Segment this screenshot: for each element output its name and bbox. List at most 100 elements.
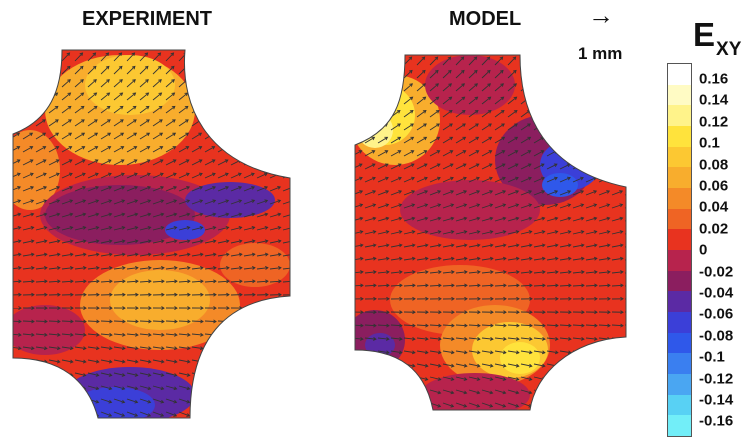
displacement-arrow	[417, 44, 424, 52]
displacement-arrow	[256, 66, 266, 75]
displacement-arrow	[13, 146, 20, 153]
displacement-arrow	[74, 132, 85, 140]
displacement-arrow	[256, 92, 266, 101]
displacement-arrow	[191, 240, 203, 244]
displacement-arrow	[191, 79, 201, 88]
displacement-arrow	[152, 119, 163, 127]
displacement-arrow	[230, 52, 239, 62]
displacement-arrow	[113, 52, 122, 62]
displacement-arrowhead	[225, 225, 230, 230]
displacement-arrow	[61, 359, 73, 363]
displacement-arrow	[243, 320, 256, 323]
displacement-arrow	[152, 173, 164, 179]
displacement-arrow	[13, 346, 21, 349]
displacement-arrowhead	[516, 283, 520, 288]
displacement-arrowhead	[383, 110, 388, 114]
displacement-arrowhead	[633, 244, 636, 247]
displacement-arrow	[585, 271, 597, 274]
displacement-arrowhead	[147, 252, 152, 257]
displacement-arrowhead	[29, 159, 34, 163]
displacement-arrow	[191, 411, 203, 417]
displacement-arrowhead	[68, 119, 72, 123]
displacement-arrowhead	[424, 377, 429, 381]
displacement-arrow	[165, 333, 177, 336]
displacement-arrow	[390, 244, 402, 248]
displacement-arrow	[468, 244, 480, 248]
displacement-arrow	[113, 132, 124, 140]
displacement-arrow	[455, 96, 465, 105]
displacement-arrowhead	[382, 56, 387, 61]
displacement-arrow	[282, 359, 290, 363]
displacement-arrowhead	[605, 163, 610, 167]
displacement-arrow	[230, 199, 242, 205]
displacement-arrow	[139, 119, 150, 127]
displacement-arrowhead	[160, 199, 165, 203]
displacement-arrowhead	[412, 296, 416, 301]
displacement-arrow	[204, 385, 216, 390]
displacement-arrow	[22, 159, 34, 166]
displacement-arrowhead	[620, 283, 624, 288]
displacement-arrow	[61, 240, 73, 244]
colorbar-segment	[668, 229, 691, 250]
displacement-arrow	[494, 337, 506, 340]
displacement-arrow	[559, 177, 571, 183]
displacement-arrowhead	[68, 159, 73, 163]
displacement-arrow	[533, 230, 545, 235]
displacement-arrow	[269, 199, 281, 205]
displacement-arrowhead	[287, 52, 290, 57]
displacement-arrowhead	[118, 40, 121, 43]
displacement-arrowhead	[70, 292, 74, 297]
displacement-arrowhead	[291, 280, 294, 283]
displacement-arrowhead	[424, 256, 429, 261]
displacement-arrowhead	[186, 225, 191, 230]
model-strain-field	[355, 55, 626, 410]
displacement-arrowhead	[476, 203, 481, 208]
displacement-arrowhead	[476, 176, 480, 181]
displacement-arrow	[598, 244, 610, 248]
displacement-arrowhead	[488, 163, 493, 167]
displacement-arrowhead	[43, 185, 48, 190]
displacement-arrowhead	[249, 105, 254, 110]
displacement-arrowhead	[28, 105, 33, 110]
displacement-arrowhead	[30, 225, 35, 230]
displacement-arrow	[87, 52, 96, 62]
displacement-arrow	[204, 346, 216, 349]
displacement-arrow	[585, 376, 597, 381]
displacement-arrowhead	[422, 83, 426, 87]
colorbar-segment	[668, 125, 691, 147]
displacement-arrowhead	[411, 363, 416, 368]
displacement-arrowhead	[633, 311, 636, 314]
displacement-arrow	[572, 244, 584, 248]
displacement-arrowhead	[529, 323, 533, 328]
displacement-arrowhead	[197, 79, 201, 83]
displacement-arrow	[624, 217, 626, 222]
displacement-arrowhead	[382, 44, 385, 47]
displacement-arrow	[113, 92, 123, 101]
displacement-arrow	[204, 119, 215, 127]
displacement-arrowhead	[515, 203, 520, 208]
displacement-arrowhead	[68, 172, 73, 177]
displacement-arrow	[585, 96, 595, 105]
displacement-arrowhead	[69, 413, 74, 417]
displacement-arrowhead	[398, 256, 403, 261]
displacement-arrow	[217, 240, 229, 244]
displacement-arrow	[355, 110, 362, 118]
displacement-arrowhead	[437, 256, 442, 261]
displacement-arrow	[416, 389, 428, 394]
displacement-arrow	[243, 333, 255, 336]
displacement-arrowhead	[606, 190, 611, 194]
displacement-arrowhead	[185, 159, 190, 163]
displacement-arrow	[416, 204, 428, 209]
displacement-arrow	[455, 110, 466, 118]
displacement-arrow	[48, 79, 58, 88]
displacement-arrowhead	[120, 119, 124, 123]
displacement-arrowhead	[487, 110, 492, 114]
displacement-arrowhead	[525, 69, 530, 74]
displacement-arrowhead	[225, 199, 230, 203]
displacement-arrowhead	[226, 332, 230, 337]
displacement-arrow	[494, 110, 505, 118]
displacement-arrow	[87, 267, 99, 270]
displacement-arrow	[204, 106, 215, 114]
displacement-arrowhead	[248, 65, 253, 70]
displacement-arrowhead	[120, 172, 125, 177]
